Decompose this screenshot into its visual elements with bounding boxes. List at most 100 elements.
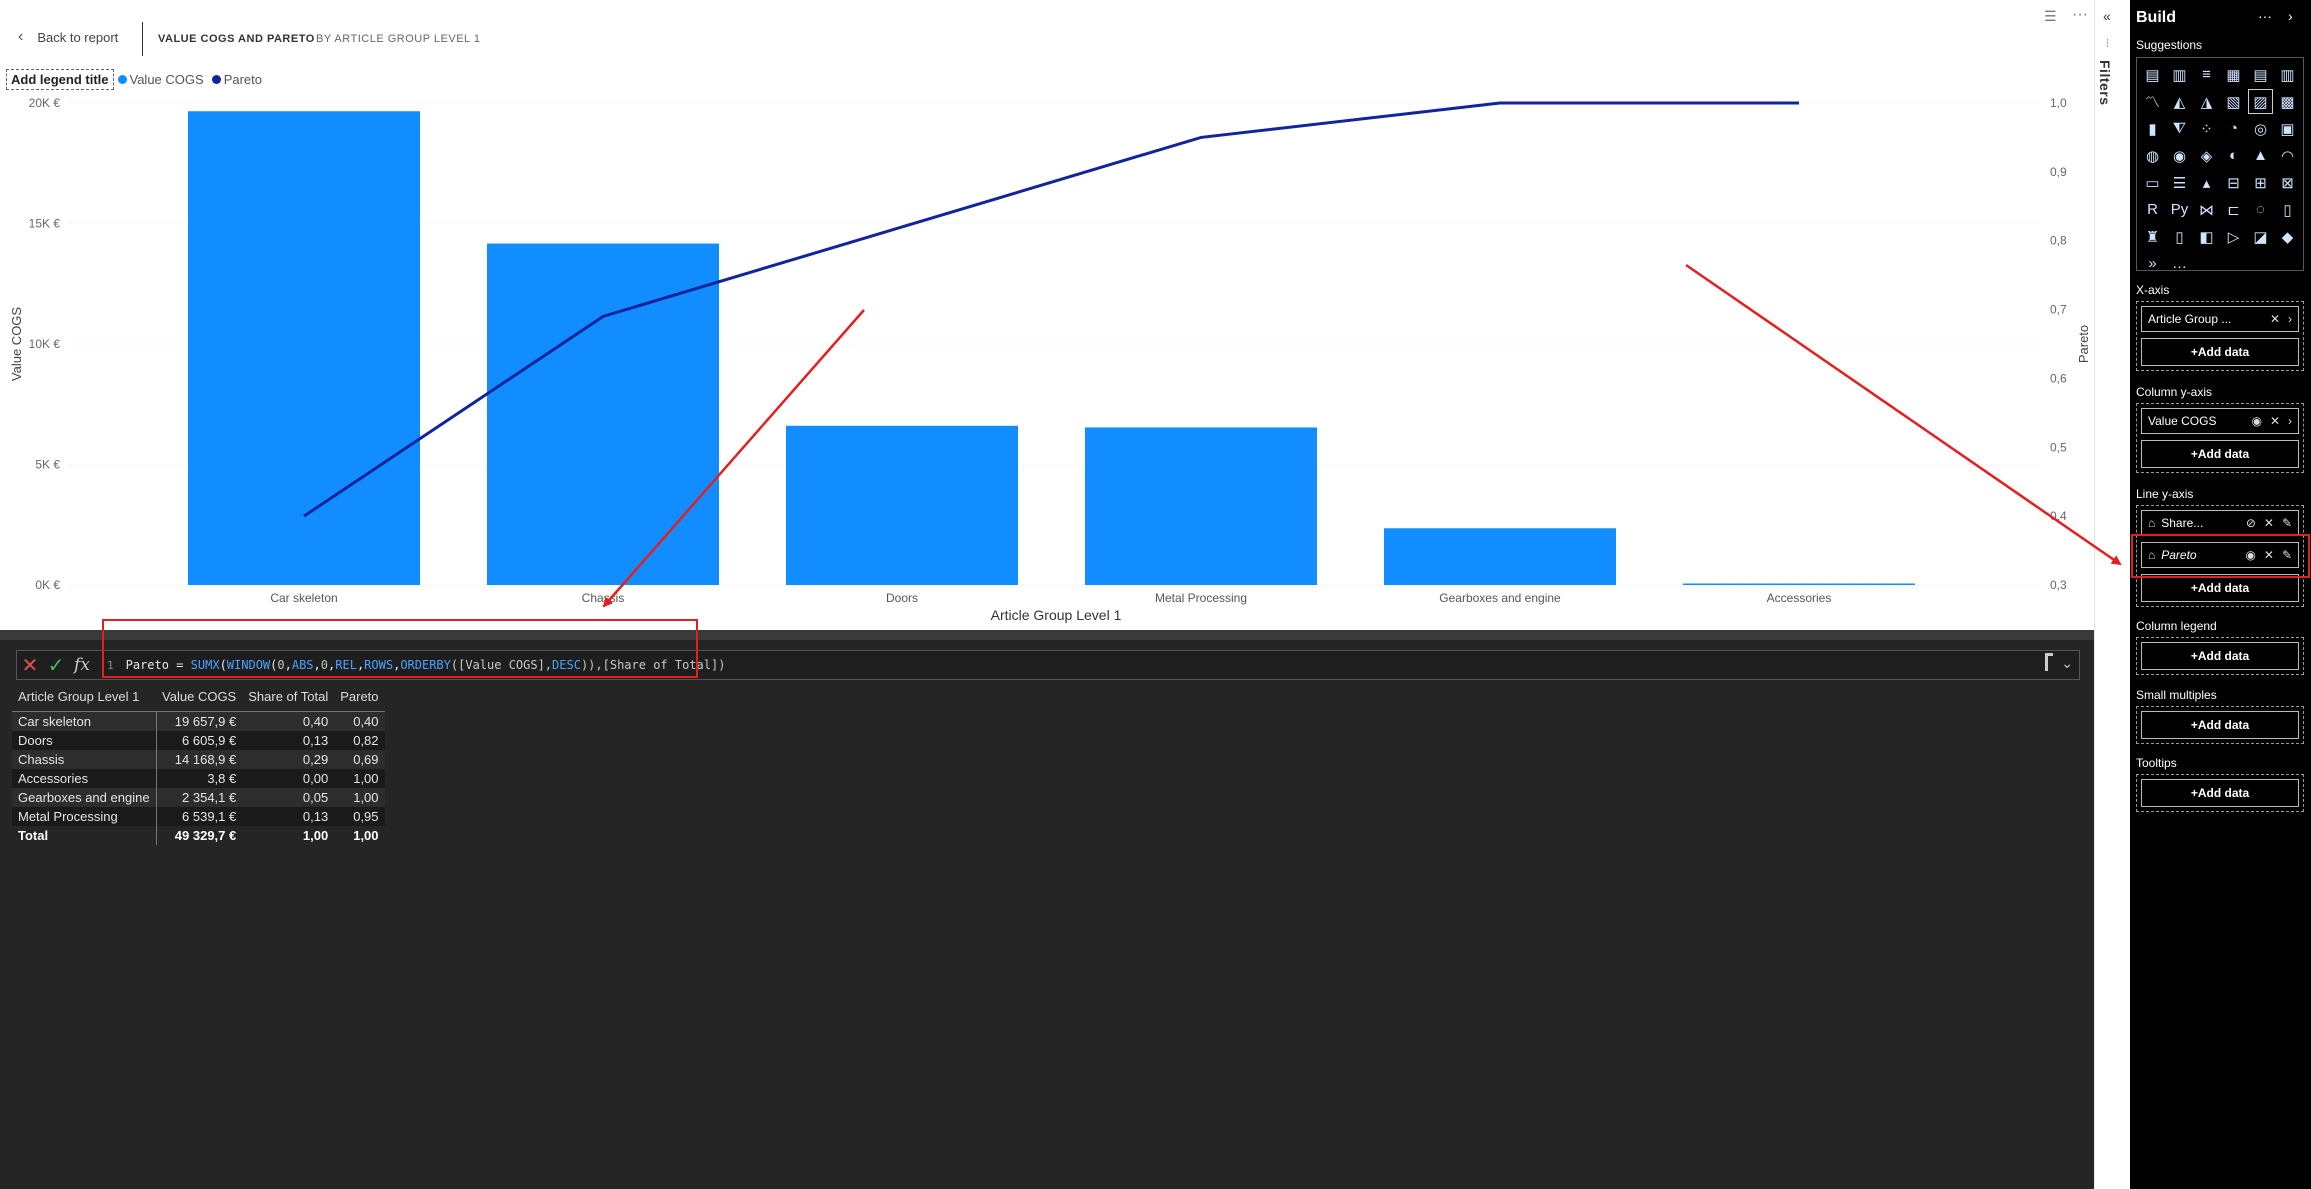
pareto-line[interactable] — [303, 101, 1799, 518]
commit-check-icon[interactable]: ✓ — [47, 654, 65, 677]
legend-item-pareto[interactable]: Pareto — [211, 72, 262, 87]
chevron-right-icon[interactable]: › — [2288, 414, 2292, 428]
custom-icon[interactable]: ◆ — [2281, 228, 2294, 246]
scatter-icon[interactable]: ⁘ — [2200, 120, 2213, 138]
formula-input[interactable]: Pareto = SUMX(WINDOW(0,ABS,0,REL,ROWS,OR… — [126, 658, 726, 672]
python-visual-icon[interactable]: Py — [2170, 201, 2189, 218]
matrix-icon[interactable]: ⊠ — [2281, 174, 2294, 192]
well-tooltips[interactable]: +Add data — [2136, 774, 2304, 812]
close-icon[interactable]: ✕ — [2269, 414, 2280, 428]
power-apps-icon[interactable]: ◧ — [2199, 228, 2214, 246]
goals-icon[interactable]: ♜ — [2145, 228, 2160, 246]
edit-icon[interactable]: ✎ — [2281, 548, 2292, 562]
decomposition-tree-icon[interactable]: ⊏ — [2227, 201, 2240, 219]
line-clustered-column-icon[interactable]: ▨ — [2248, 89, 2273, 114]
line-stacked-column-icon[interactable]: ▧ — [2226, 93, 2241, 111]
ribbon-chart-icon[interactable]: ▩ — [2280, 93, 2295, 111]
qa-icon[interactable]: ◌ — [2256, 201, 2265, 218]
line-chart-icon[interactable]: 〽 — [2144, 94, 2160, 111]
100-bar-icon[interactable]: ▤ — [2253, 66, 2268, 84]
eye-off-icon[interactable]: ⊘ — [2245, 516, 2256, 530]
cancel-icon[interactable]: ✕ — [21, 654, 39, 677]
shape-icon[interactable]: ◪ — [2253, 228, 2268, 246]
clustered-bar-icon[interactable]: ≡ — [2202, 66, 2211, 83]
column-header[interactable]: Value COGS — [156, 686, 243, 712]
chevron-right-icon[interactable]: › — [2288, 8, 2293, 24]
eye-icon[interactable]: ◉ — [2245, 548, 2256, 562]
well-x-axis[interactable]: Article Group ... ✕ › +Add data — [2136, 301, 2304, 371]
table-icon[interactable]: ⊞ — [2254, 174, 2267, 192]
area-chart-icon[interactable]: ◭ — [2173, 93, 2186, 111]
field-pill[interactable]: ⌂ Share... ⊘ ✕ ✎ — [2141, 510, 2299, 536]
add-data-button[interactable]: +Add data — [2141, 711, 2299, 739]
formula-resize-handle[interactable] — [2045, 653, 2053, 671]
azure-map-icon[interactable]: ◐ — [2228, 147, 2239, 164]
stacked-bar-icon[interactable]: ▤ — [2145, 66, 2160, 84]
narrative-icon[interactable]: ▯ — [2283, 201, 2292, 219]
well-line-y-axis[interactable]: ⌂ Share... ⊘ ✕ ✎ ⌂ Pareto ◉ ✕ ✎ +Add data — [2136, 505, 2304, 607]
multi-row-card-icon[interactable]: ☰ — [2172, 174, 2187, 192]
close-icon[interactable]: ✕ — [2269, 312, 2280, 326]
more-options-icon[interactable]: ··· — [2258, 8, 2272, 24]
kpi-icon[interactable]: ▴ — [2202, 174, 2211, 192]
fx-icon[interactable]: fx — [74, 655, 90, 675]
close-icon[interactable]: ✕ — [2263, 548, 2274, 562]
more-visuals-icon[interactable]: … — [2172, 255, 2187, 272]
filled-map-icon[interactable]: ◉ — [2172, 147, 2187, 165]
column-header[interactable]: Article Group Level 1 — [12, 686, 157, 712]
add-data-button[interactable]: +Add data — [2141, 338, 2299, 366]
legend-title-placeholder[interactable]: Add legend title — [6, 68, 114, 90]
chevron-down-icon[interactable]: ⌄ — [2061, 655, 2073, 671]
legend-item-value-cogs[interactable]: Value COGS — [117, 72, 204, 87]
column-header[interactable]: Pareto — [334, 686, 385, 712]
r-visual-icon[interactable]: R — [2147, 201, 2158, 218]
arcgis-icon[interactable]: ▲ — [2253, 147, 2268, 164]
map-icon[interactable]: ◍ — [2145, 147, 2160, 165]
back-to-report-link[interactable]: ‹ Back to report — [18, 28, 118, 46]
double-chevron-left-icon[interactable]: « — [2103, 8, 2111, 24]
funnel-icon[interactable]: ⧨ — [2172, 120, 2187, 137]
get-more-icon[interactable]: » — [2148, 255, 2157, 272]
bar-doors[interactable] — [786, 425, 1018, 585]
close-icon[interactable]: ✕ — [2263, 516, 2274, 530]
gauge-icon[interactable]: ◠ — [2280, 147, 2295, 165]
slicer-icon[interactable]: ⊟ — [2227, 174, 2240, 192]
more-options-icon[interactable]: ··· — [2072, 6, 2088, 23]
add-data-button[interactable]: +Add data — [2141, 642, 2299, 670]
formula-bar[interactable]: ✕ ✓ fx 1 Pareto = SUMX(WINDOW(0,ABS,0,RE… — [16, 650, 2080, 680]
field-pill[interactable]: ⌂ Pareto ◉ ✕ ✎ — [2141, 542, 2299, 568]
100-column-icon[interactable]: ▥ — [2280, 66, 2295, 84]
filter-icon[interactable]: ☰ — [2044, 8, 2057, 24]
well-small-multiples[interactable]: +Add data — [2136, 706, 2304, 744]
add-data-button[interactable]: +Add data — [2141, 779, 2299, 807]
filters-pane-collapsed[interactable]: « ⫶ Filters — [2094, 0, 2122, 1189]
bar-accessories[interactable] — [1683, 583, 1915, 586]
power-automate-icon[interactable]: ▷ — [2227, 228, 2240, 246]
paginated-icon[interactable]: ▯ — [2175, 228, 2184, 246]
stacked-area-icon[interactable]: ◮ — [2200, 93, 2213, 111]
column-header[interactable]: Share of Total — [242, 686, 335, 712]
donut-icon[interactable]: ◎ — [2253, 120, 2268, 138]
waterfall-icon[interactable]: ▮ — [2148, 120, 2157, 138]
add-data-button[interactable]: +Add data — [2141, 574, 2299, 602]
clustered-column-icon[interactable]: ▦ — [2226, 66, 2241, 84]
shape-map-icon[interactable]: ◈ — [2200, 147, 2213, 165]
field-pill[interactable]: Value COGS ◉ ✕ › — [2141, 408, 2299, 434]
well-column-y-axis[interactable]: Value COGS ◉ ✕ › +Add data — [2136, 403, 2304, 473]
well-column-legend[interactable]: +Add data — [2136, 637, 2304, 675]
add-data-button[interactable]: +Add data — [2141, 440, 2299, 468]
treemap-icon[interactable]: ▣ — [2280, 120, 2295, 138]
bar-gearboxes-and-engine[interactable] — [1384, 528, 1616, 585]
chevron-right-icon[interactable]: › — [2288, 312, 2292, 326]
edit-icon[interactable]: ✎ — [2281, 516, 2292, 530]
key-influencers-icon[interactable]: ⋈ — [2199, 201, 2214, 219]
bar-metal-processing[interactable] — [1085, 427, 1317, 585]
bar-chassis[interactable] — [487, 243, 719, 585]
stacked-column-icon[interactable]: ▥ — [2172, 66, 2187, 84]
eye-icon[interactable]: ◉ — [2251, 414, 2262, 428]
pie-icon[interactable]: ◔ — [2228, 120, 2239, 137]
card-icon[interactable]: ▭ — [2145, 174, 2160, 192]
filters-label[interactable]: Filters — [2097, 60, 2113, 106]
bar-car-skeleton[interactable] — [188, 111, 420, 585]
field-pill[interactable]: Article Group ... ✕ › — [2141, 306, 2299, 332]
